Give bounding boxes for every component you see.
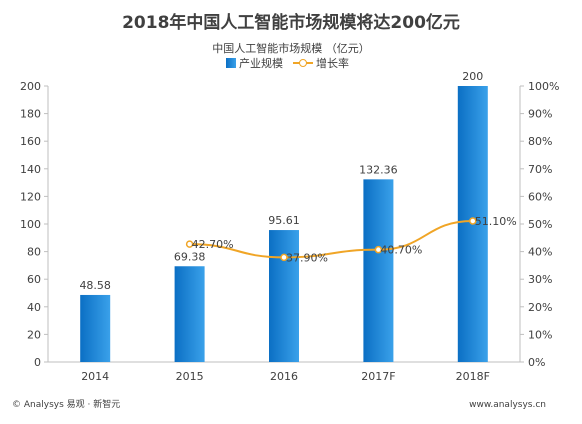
bar bbox=[363, 179, 394, 362]
footer-source: © Analysys 易观 · 新智元 bbox=[12, 400, 121, 410]
chart-title: 2018年中国人工智能市场规模将达200亿元 bbox=[122, 13, 460, 33]
growth-rate-label: 40.70% bbox=[380, 244, 422, 257]
y-right-tick-label: 60% bbox=[528, 190, 552, 203]
y-left-tick-label: 80 bbox=[27, 246, 41, 259]
growth-rate-point bbox=[374, 245, 383, 254]
y-right-tick-label: 30% bbox=[528, 273, 552, 286]
y-left-tick-label: 20 bbox=[27, 328, 41, 341]
y-left-tick-label: 60 bbox=[27, 273, 41, 286]
y-left-tick-label: 0 bbox=[34, 356, 41, 369]
y-left-tick-label: 160 bbox=[20, 135, 41, 148]
x-tick-label: 2015 bbox=[176, 370, 204, 383]
growth-rate-point bbox=[280, 253, 288, 262]
bar bbox=[80, 294, 111, 362]
bar-data-label: 95.61 bbox=[268, 214, 300, 227]
legend-bar-swatch bbox=[226, 58, 236, 68]
y-left-tick-label: 180 bbox=[20, 108, 41, 121]
chart-subtitle: 中国人工智能市场规模 （亿元） bbox=[212, 42, 370, 55]
legend-bar-label: 产业规模 bbox=[239, 57, 283, 70]
y-left-tick-label: 200 bbox=[20, 80, 41, 93]
y-right-tick-label: 100% bbox=[528, 80, 559, 93]
y-left-tick-label: 100 bbox=[20, 218, 41, 231]
y-right-tick-label: 0% bbox=[528, 356, 545, 369]
growth-rate-point bbox=[469, 217, 477, 225]
growth-rate-label: 51.10% bbox=[475, 215, 517, 228]
bar-data-label: 48.58 bbox=[79, 279, 111, 292]
y-left-tick-label: 40 bbox=[27, 301, 41, 314]
legend-line-swatch bbox=[293, 58, 313, 68]
footer-website: www.analysys.cn bbox=[469, 400, 546, 410]
y-right-tick-label: 40% bbox=[528, 246, 552, 259]
y-right-tick-label: 80% bbox=[528, 135, 552, 148]
bar bbox=[174, 266, 205, 362]
y-right-tick-label: 10% bbox=[528, 328, 552, 341]
y-left-tick-label: 140 bbox=[20, 163, 41, 176]
x-tick-label: 2014 bbox=[81, 370, 109, 383]
growth-rate-line bbox=[189, 219, 473, 259]
bar-data-label: 69.38 bbox=[174, 250, 206, 263]
y-right-tick-label: 70% bbox=[528, 163, 552, 176]
y-right-tick-label: 20% bbox=[528, 301, 552, 314]
bar bbox=[269, 230, 299, 362]
y-right-tick-label: 50% bbox=[528, 218, 552, 231]
y-left-tick-label: 120 bbox=[20, 190, 41, 203]
x-tick-label: 2017F bbox=[361, 370, 395, 383]
growth-rate-label: 37.90% bbox=[286, 251, 328, 264]
y-right-tick-label: 90% bbox=[528, 108, 552, 121]
x-tick-label: 2018F bbox=[456, 370, 490, 383]
x-tick-label: 2016 bbox=[270, 370, 298, 383]
growth-rate-label: 42.70% bbox=[192, 238, 234, 251]
bar-data-label: 200 bbox=[462, 70, 483, 83]
legend-line-label: 增长率 bbox=[316, 57, 349, 70]
growth-rate-point bbox=[185, 240, 194, 248]
bar-data-label: 132.36 bbox=[359, 163, 398, 176]
chart-legend: 产业规模 增长率 bbox=[226, 56, 349, 70]
